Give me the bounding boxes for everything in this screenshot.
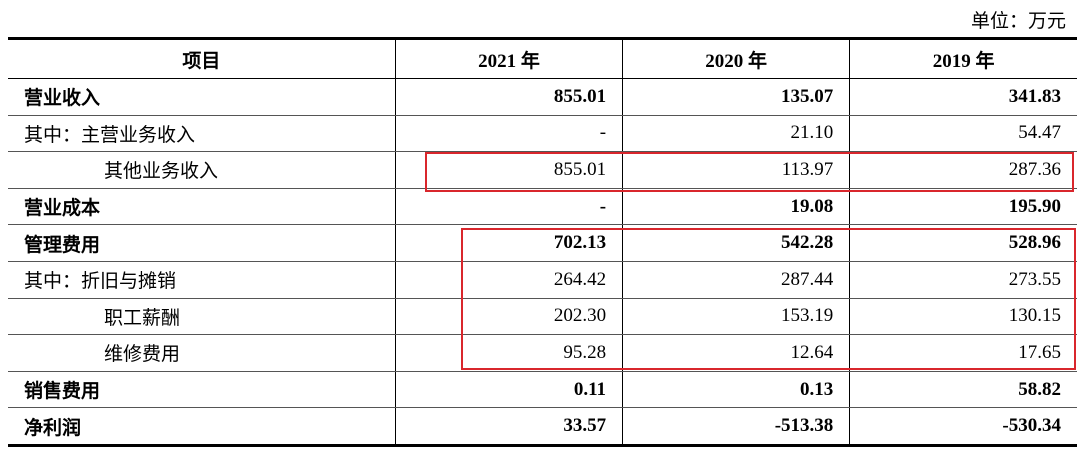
value-cell: 130.15 xyxy=(849,298,1077,336)
value-cell: 95.28 xyxy=(394,334,624,372)
row-label: 其中：主营业务收入 xyxy=(8,115,396,153)
value-cell: 273.55 xyxy=(849,261,1077,299)
value-cell: 195.90 xyxy=(849,188,1077,226)
value-cell: - xyxy=(394,115,624,153)
value-cell: 855.01 xyxy=(394,151,624,189)
table-row: 营业收入 855.01 135.07 341.83 xyxy=(8,78,1077,116)
highlight-box xyxy=(461,228,1076,370)
financial-table: 项目 2021 年 2020 年 2019 年 营业收入 855.01 135.07… xyxy=(8,37,1077,447)
value-cell: 12.64 xyxy=(622,334,851,372)
header-cell: 2020 年 xyxy=(622,37,851,79)
value-cell: 702.13 xyxy=(394,224,624,262)
value-cell: - xyxy=(394,188,624,226)
value-cell: 58.82 xyxy=(849,371,1077,409)
value-cell: 54.47 xyxy=(849,115,1077,153)
table-row: 营业成本 -19.08 195.90 xyxy=(8,188,1077,226)
table-row: 维修费用 95.28 12.64 17.65 xyxy=(8,334,1077,372)
row-label: 其他业务收入 xyxy=(8,151,396,189)
value-cell: 287.44 xyxy=(622,261,851,299)
highlight-box xyxy=(425,152,1074,192)
value-cell: 855.01 xyxy=(394,78,624,116)
value-cell: 135.07 xyxy=(622,78,851,116)
value-cell: 528.96 xyxy=(849,224,1077,262)
value-cell: -513.38 xyxy=(622,407,851,447)
value-cell: 17.65 xyxy=(849,334,1077,372)
value-cell: 21.10 xyxy=(622,115,851,153)
value-cell: 264.42 xyxy=(394,261,624,299)
row-label: 维修费用 xyxy=(8,334,396,372)
value-cell: 113.97 xyxy=(622,151,851,189)
table-row: 其中：折旧与摊销 264.42 287.44 273.55 xyxy=(8,261,1077,299)
table-row: 其中：主营业务收入 -21.10 54.47 xyxy=(8,115,1077,153)
unit-label: 单位：万元 xyxy=(970,11,1066,32)
value-cell: -530.34 xyxy=(849,407,1077,447)
row-label: 销售费用 xyxy=(8,371,396,409)
value-cell: 202.30 xyxy=(394,298,624,336)
row-label: 营业成本 xyxy=(8,188,396,226)
value-cell: 153.19 xyxy=(622,298,851,336)
table-row: 管理费用 702.13 542.28 528.96 xyxy=(8,224,1077,262)
value-cell: 287.36 xyxy=(849,151,1077,189)
header-cell: 2021 年 xyxy=(394,37,624,79)
header-row: 项目 2021 年 2020 年 2019 年 xyxy=(8,37,1077,79)
value-cell: 0.11 xyxy=(394,371,624,409)
value-cell: 341.83 xyxy=(849,78,1077,116)
table-row: 职工薪酬 202.30 153.19 130.15 xyxy=(8,298,1077,336)
table-row: 其他业务收入 855.01 113.97 287.36 xyxy=(8,151,1077,189)
header-cell: 2019 年 xyxy=(849,37,1077,79)
value-cell: 542.28 xyxy=(622,224,851,262)
value-cell: 0.13 xyxy=(622,371,851,409)
header-cell: 项目 xyxy=(8,37,396,79)
row-label: 净利润 xyxy=(8,407,396,447)
row-label: 营业收入 xyxy=(8,78,396,116)
value-cell: 33.57 xyxy=(394,407,624,447)
row-label: 其中：折旧与摊销 xyxy=(8,261,396,299)
row-label: 管理费用 xyxy=(8,224,396,262)
table-row: 销售费用 0.11 0.13 58.82 xyxy=(8,371,1077,409)
value-cell: 19.08 xyxy=(622,188,851,226)
table-row: 净利润 33.57 -513.38 -530.34 xyxy=(8,407,1077,447)
row-label: 职工薪酬 xyxy=(8,298,396,336)
